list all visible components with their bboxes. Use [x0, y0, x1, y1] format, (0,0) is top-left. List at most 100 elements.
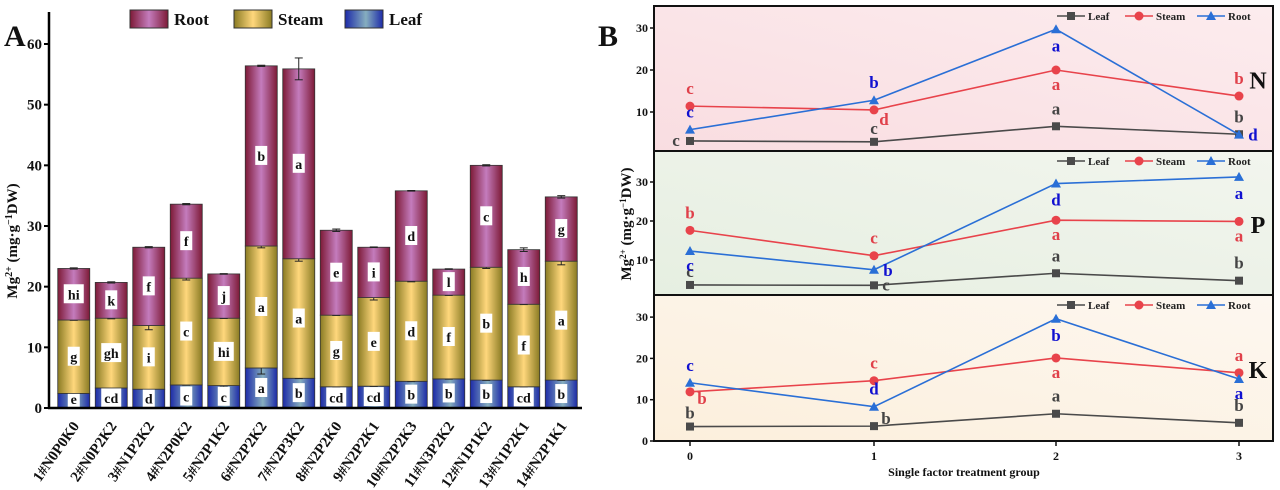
legend-marker-leaf — [1067, 157, 1075, 165]
subplot-label: N — [1249, 69, 1267, 95]
marker-root — [869, 401, 879, 411]
marker-steam — [685, 387, 695, 397]
significance-letter: b — [1234, 107, 1243, 126]
legend-label-root: Root — [1228, 300, 1251, 312]
significance-letter: c — [672, 131, 680, 150]
marker-root — [685, 246, 695, 256]
letter-box — [517, 266, 530, 286]
bar-stack-3: d i f — [132, 246, 166, 409]
legend-label-root: Root — [1228, 156, 1251, 168]
y-axis-label: Mg2+ (mg·g−1DW) — [4, 183, 22, 298]
significance-letter: d — [407, 325, 415, 340]
letter-box — [217, 386, 230, 406]
marker-leaf — [870, 281, 878, 290]
letter-box — [480, 313, 493, 333]
significance-letter: e — [71, 393, 77, 408]
x-tick-label: 0 — [687, 449, 693, 463]
significance-letter: c — [183, 390, 189, 405]
line-root — [689, 176, 1240, 271]
y-tick-label: 30 — [636, 21, 648, 35]
significance-letter: a — [295, 158, 302, 173]
significance-letter: a — [258, 382, 265, 397]
legend-label-leaf: Leaf — [389, 10, 422, 29]
legend-marker-leaf — [1067, 301, 1075, 309]
letter-box — [363, 387, 384, 407]
significance-letter: b — [1051, 326, 1060, 345]
bar-stack-11: b f l — [432, 268, 466, 409]
significance-letter: a — [1235, 346, 1244, 365]
line-leaf — [689, 125, 1240, 143]
significance-letter: a — [1052, 75, 1061, 94]
significance-letter: a — [1235, 226, 1244, 245]
significance-letter: k — [107, 294, 115, 309]
significance-letter: g — [333, 345, 340, 360]
significance-letter: b — [482, 318, 490, 333]
line-leaf — [689, 272, 1240, 287]
letter-box — [255, 296, 268, 316]
letter-box — [555, 219, 568, 239]
letter-box — [480, 384, 493, 404]
significance-letter: c — [870, 354, 878, 373]
significance-letter: g — [70, 351, 77, 366]
bar-stack-6: a a b — [244, 64, 278, 409]
y-tick-label: 30 — [636, 175, 648, 189]
marker-leaf — [870, 422, 878, 431]
significance-letter: i — [372, 266, 376, 281]
significance-letter: f — [184, 235, 189, 250]
letter-box — [292, 153, 305, 173]
y-tick-label: 10 — [636, 105, 648, 119]
legend-marker-leaf — [1067, 12, 1075, 20]
bar-stack-14: b a g — [544, 195, 578, 409]
legend-marker-steam — [1134, 156, 1144, 166]
significance-letter: b — [685, 404, 694, 423]
letter-box — [517, 335, 530, 355]
marker-root — [1051, 178, 1061, 188]
marker-leaf — [686, 280, 694, 289]
legend-marker-steam — [1134, 11, 1144, 21]
significance-letter: i — [147, 351, 151, 366]
letter-box — [442, 272, 455, 292]
y-tick-label: 20 — [27, 280, 42, 296]
letter-box — [405, 226, 418, 246]
y-tick-label: 50 — [27, 98, 42, 114]
letter-box — [367, 331, 380, 351]
marker-root — [1234, 129, 1244, 139]
significance-letter: b — [407, 389, 415, 404]
line-root — [689, 28, 1240, 136]
letter-box — [180, 321, 193, 341]
significance-letter: b — [257, 150, 265, 165]
marker-leaf — [1235, 418, 1243, 427]
significance-letter: c — [882, 275, 890, 294]
marker-root — [1051, 24, 1061, 34]
letter-box — [326, 387, 347, 407]
marker-root — [1051, 313, 1061, 323]
marker-steam — [1051, 353, 1061, 363]
subplot-background — [653, 150, 1274, 296]
letter-box — [105, 290, 118, 310]
letter-box — [405, 321, 418, 341]
letter-box — [330, 262, 343, 282]
bar-stack-5: c hi j — [207, 273, 241, 409]
letter-box — [330, 340, 343, 360]
y-tick-label: 20 — [636, 214, 648, 228]
letter-box — [405, 384, 418, 404]
marker-leaf — [686, 422, 694, 431]
significance-letter: hi — [68, 288, 80, 303]
letter-box — [513, 387, 534, 407]
letter-box — [442, 327, 455, 347]
legend-label-steam: Steam — [1156, 11, 1185, 23]
line-steam — [689, 219, 1240, 257]
bar-stack-4: c c f — [169, 203, 203, 409]
marker-root — [869, 95, 879, 105]
x-tick-label: 2 — [1053, 449, 1059, 463]
marker-steam — [1234, 368, 1244, 378]
letter-box — [367, 262, 380, 282]
significance-letter: cd — [367, 391, 381, 406]
marker-leaf — [686, 136, 694, 145]
letter-box — [292, 383, 305, 403]
bar-stack-8: cd g e — [319, 228, 353, 409]
x-axis: 0 1 2 3 Single factor treatment group — [687, 441, 1242, 479]
significance-letter: b — [697, 389, 706, 408]
